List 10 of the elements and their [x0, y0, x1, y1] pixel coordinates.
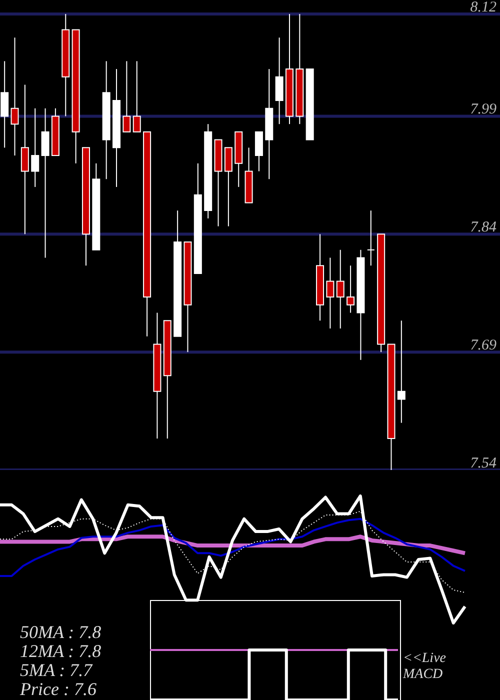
text: 12MA : 7.8	[20, 641, 102, 661]
text: <<Live MACD	[402, 651, 446, 682]
y-tick-label: 7.69	[470, 338, 497, 354]
y-tick-label: 8.12	[470, 0, 497, 16]
text: Price : 7.6	[19, 679, 96, 699]
text: 5MA : 7.7	[20, 660, 94, 680]
y-tick-label: 7.84	[470, 220, 497, 236]
y-tick-label: 7.54	[470, 456, 497, 472]
annotation: 50MA : 7.8	[20, 622, 102, 642]
y-tick-label: 7.99	[470, 102, 497, 118]
